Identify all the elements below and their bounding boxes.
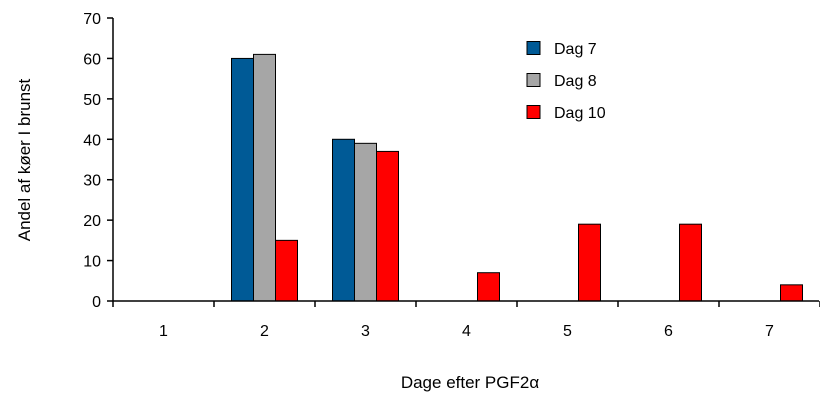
legend: Dag 7 Dag 8 Dag 10 [526,41,606,122]
legend-swatch [526,105,541,119]
x-tick-label: 2 [260,323,269,340]
y-tick-label: 50 [83,92,101,109]
bar-dag-8-cat-2 [253,53,276,302]
legend-swatch [526,41,541,55]
x-tick-label: 3 [361,323,370,340]
x-tick-label: 6 [664,323,673,340]
x-axis-title: Dage efter PGF2α [401,373,540,392]
y-axis-title: Andel af køer I brunst [15,78,34,241]
bar-dag-10-cat-4 [477,272,500,302]
bar-dag-7-cat-3 [332,138,355,302]
y-tick-label: 60 [83,51,101,68]
bar-dag-10-cat-6 [679,223,702,302]
y-tick-label: 40 [83,132,101,149]
x-tick-label: 7 [765,323,774,340]
y-tick-label: 30 [83,173,101,190]
legend-label: Dag 8 [554,73,597,90]
bar-dag-10-cat-3 [376,150,399,302]
x-axis-ticks: 1 2 3 4 5 6 7 [112,301,820,340]
legend-swatch [526,73,541,87]
x-tick-label: 1 [159,323,168,340]
bar-dag-8-cat-3 [354,142,377,302]
bar-dag-10-cat-7 [780,284,803,302]
y-tick-label: 20 [83,213,101,230]
legend-label: Dag 7 [554,41,597,58]
legend-label: Dag 10 [554,105,606,122]
x-tick-label: 4 [462,323,471,340]
y-tick-label: 0 [92,294,101,311]
x-tick-label: 5 [563,323,572,340]
bar-dag-7-cat-2 [231,57,254,302]
bar-dag-10-cat-5 [578,223,601,302]
y-tick-label: 70 [83,11,101,28]
bars-layer [231,53,803,302]
y-tick-label: 10 [83,254,101,271]
y-axis-ticks: 0 10 20 30 40 50 60 70 [83,11,113,311]
bar-dag-10-cat-2 [275,239,298,302]
